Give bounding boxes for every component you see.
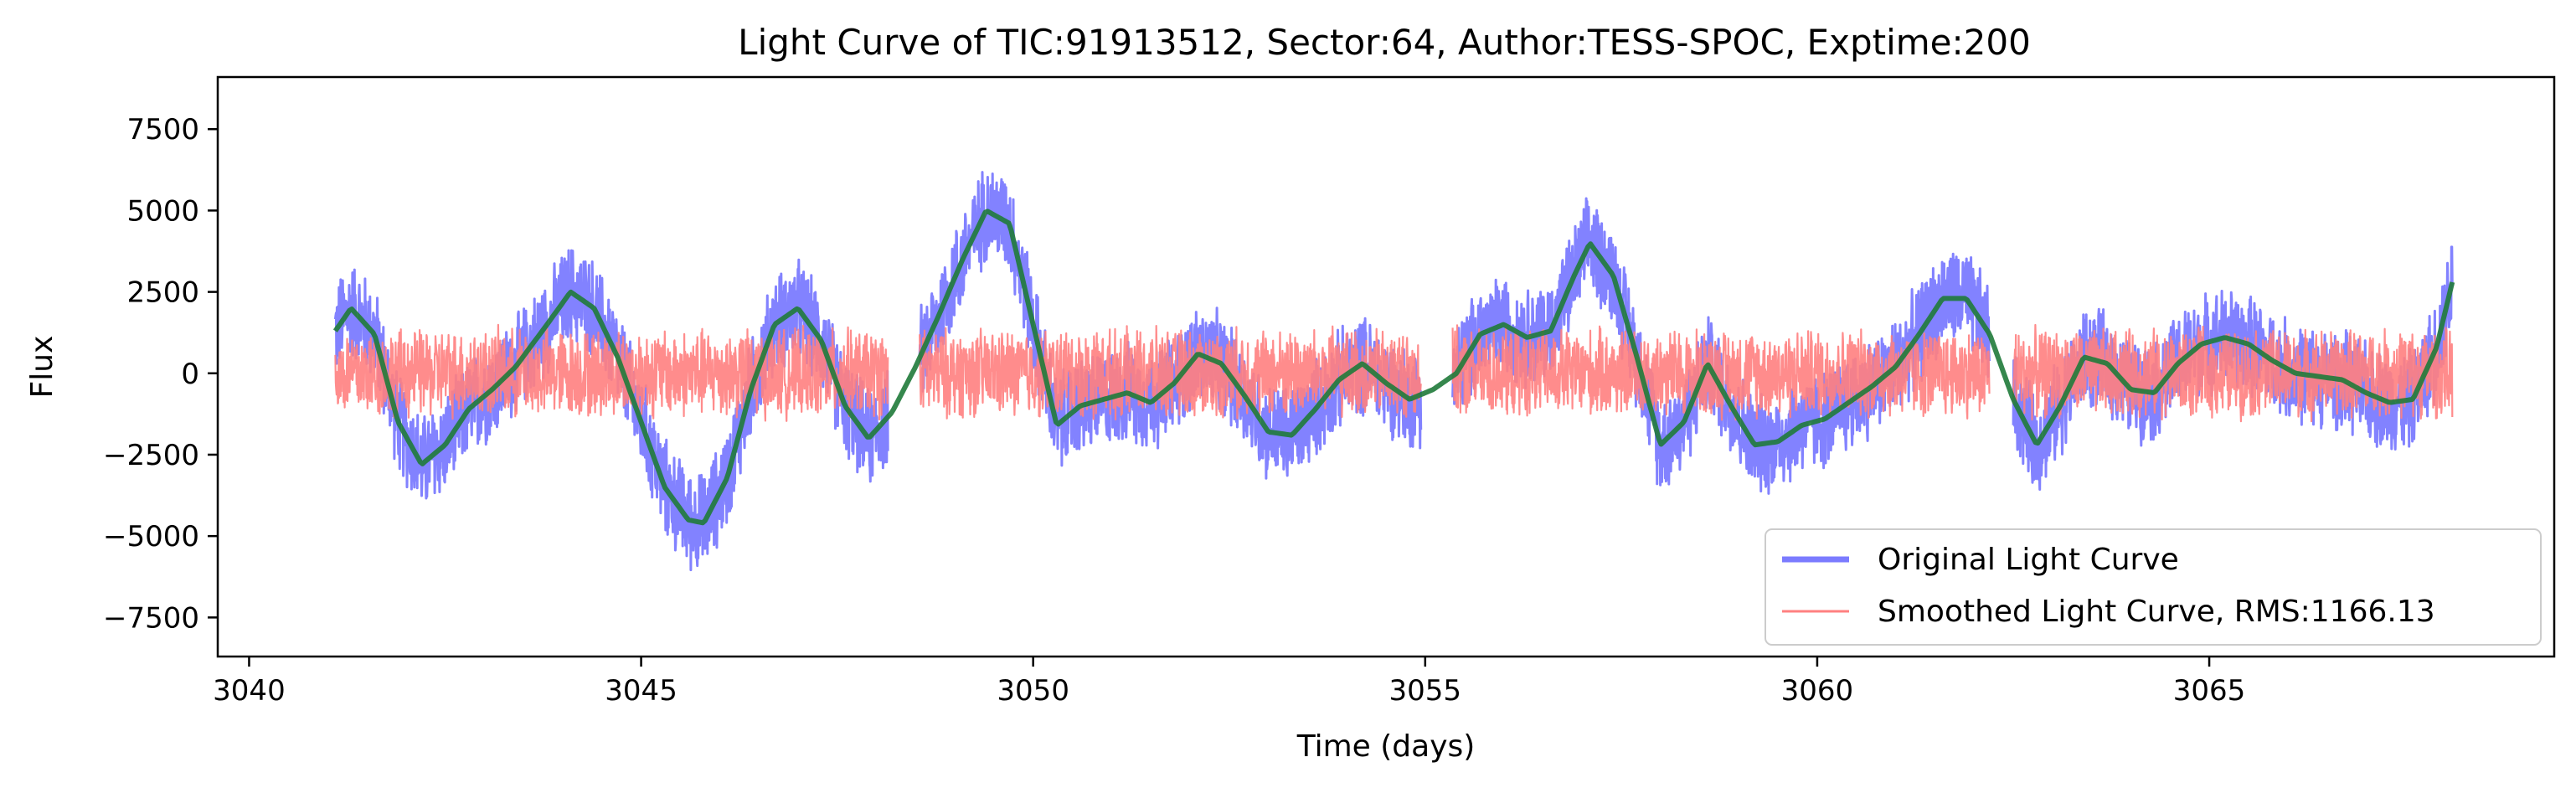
- y-tick-label: −7500: [103, 601, 199, 635]
- chart-title: Light Curve of TIC:91913512, Sector:64, …: [738, 22, 2031, 63]
- y-tick-label: −2500: [103, 439, 199, 472]
- trend-line: [332, 209, 2455, 526]
- plot-frame: [216, 75, 2556, 658]
- x-tick-label: 3055: [1389, 674, 1462, 708]
- x-tick-label: 3060: [1781, 674, 1854, 708]
- y-tick-label: −5000: [103, 520, 199, 554]
- smoothed-light-curve-line: [334, 323, 2454, 423]
- y-tick-label: 5000: [126, 194, 199, 228]
- x-tick-label: 3045: [605, 674, 677, 708]
- y-tick-label: 0: [181, 358, 199, 391]
- series-layer: [332, 171, 2455, 572]
- x-axis: 3040 3045 3050 3055 3060 3065: [213, 657, 2245, 708]
- y-tick-label: 2500: [126, 276, 199, 310]
- x-tick-label: 3065: [2173, 674, 2246, 708]
- legend-label-original: Original Light Curve: [1878, 543, 2179, 577]
- x-tick-label: 3040: [213, 674, 286, 708]
- plot-area: [216, 75, 2556, 658]
- y-tick-label: 7500: [126, 113, 199, 147]
- x-axis-label: Time (days): [1296, 729, 1476, 764]
- legend: Original Light Curve Smoothed Light Curv…: [1765, 528, 2542, 646]
- legend-box: [1765, 528, 2542, 646]
- y-axis-label: Flux: [25, 336, 59, 399]
- legend-label-smoothed: Smoothed Light Curve, RMS:1166.13: [1878, 595, 2435, 629]
- x-tick-label: 3050: [997, 674, 1069, 708]
- y-axis: −7500 −5000 −2500 0 2500 5000 7500: [103, 113, 218, 635]
